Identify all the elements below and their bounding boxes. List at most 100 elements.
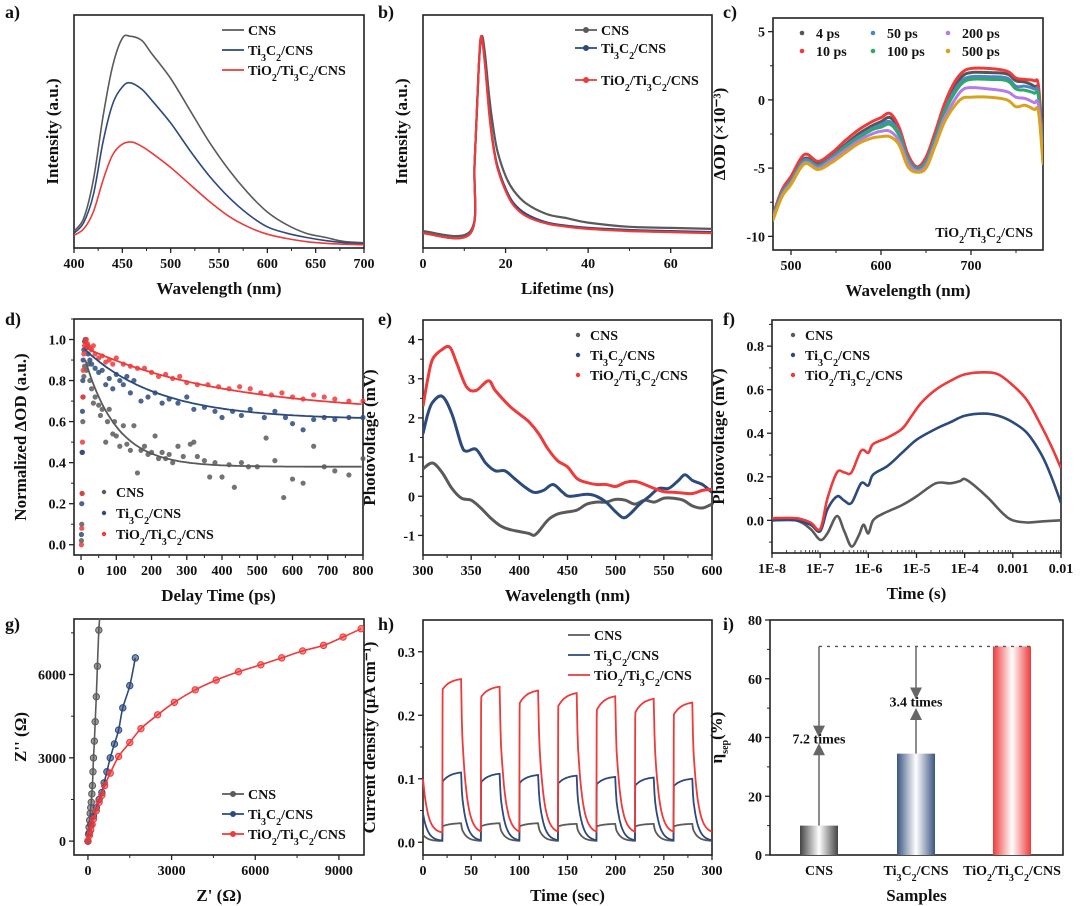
series-line-ti3c2-cns <box>422 771 713 842</box>
legend-marker <box>583 77 589 83</box>
data-point <box>78 531 85 538</box>
data-point <box>114 752 123 761</box>
data-point <box>117 377 123 384</box>
data-point <box>212 408 218 414</box>
legend-item: CNS <box>575 24 629 39</box>
series-line-tio2-ti3c2-cns <box>772 371 1061 532</box>
x-tick-label: 40 <box>581 257 595 272</box>
series-line-ti3c2-cns <box>423 35 712 240</box>
series-500-ps <box>773 95 1043 222</box>
panel-label: b) <box>378 2 394 23</box>
x-tick-label: 550 <box>653 564 674 579</box>
legend-item: TiO2/Ti3C2/CNS <box>790 369 903 389</box>
x-category-label: Ti3C2/CNS <box>883 864 948 884</box>
panel-label: c) <box>723 2 737 23</box>
x-tick-label: 0.01 <box>1049 562 1074 577</box>
series-line-tio2-ti3c2-cns <box>423 35 712 240</box>
legend-marker <box>101 489 107 495</box>
legend-item: CNS <box>790 329 833 344</box>
x-tick-label: 200 <box>605 864 626 879</box>
series-line-cns <box>74 34 364 244</box>
y-tick-label: 0.1 <box>398 773 416 788</box>
x-tick-label: 1E-7 <box>806 562 834 577</box>
data-point <box>170 698 179 706</box>
x-axis-label: Wavelength (nm) <box>505 586 630 605</box>
legend-item: CNS <box>568 629 622 644</box>
legend-marker <box>790 352 796 358</box>
data-point <box>184 394 190 400</box>
legend-marker <box>870 30 876 36</box>
legend-item: 500 ps <box>945 45 1000 60</box>
x-tick-label: 0 <box>420 864 427 879</box>
legend-item: CNS <box>575 329 618 344</box>
y-tick-label: 6000 <box>38 669 66 684</box>
data-point <box>191 439 197 445</box>
data-point <box>80 357 86 363</box>
data-point <box>126 681 134 690</box>
data-point <box>138 398 144 404</box>
data-point <box>289 476 296 482</box>
x-tick-label: 550 <box>209 257 230 272</box>
legend-label: Ti3C2/CNS <box>248 44 313 64</box>
legend-marker <box>575 332 581 338</box>
legend-marker <box>230 831 236 837</box>
legend-label: TiO2/Ti3C2/CNS <box>805 369 903 389</box>
y-tick-label: 20 <box>748 790 762 805</box>
x-tick-label: 1E-6 <box>854 562 882 577</box>
y-tick-label: 0.2 <box>398 709 416 724</box>
legend-item: Ti3C2/CNS <box>222 808 313 828</box>
legend: TiO2/Ti3C2/CNS <box>575 74 699 94</box>
data-point <box>272 408 278 414</box>
data-point <box>89 386 95 392</box>
y-axis-label: Intensity (a.u.) <box>43 78 62 184</box>
data-point <box>339 633 347 641</box>
sample-annotation: TiO2/Ti3C2/CNS <box>935 226 1033 246</box>
data-point <box>360 414 366 421</box>
plot-frame <box>73 618 365 856</box>
data-point <box>311 416 317 423</box>
legend-marker <box>583 45 589 51</box>
legend-marker <box>230 791 236 797</box>
data-point <box>201 458 208 464</box>
legend-label: 200 ps <box>962 27 1000 42</box>
data-point <box>300 480 306 486</box>
plot-area <box>423 344 712 537</box>
data-point <box>79 449 85 455</box>
y-tick-label: 1.0 <box>49 334 67 349</box>
legend-item: CNS <box>101 486 144 501</box>
data-point <box>300 427 306 433</box>
x-axis-label: Time (s) <box>887 584 947 603</box>
data-point <box>88 790 96 798</box>
series-line-cns <box>422 822 713 842</box>
bar-tio2-ti3c2-cns <box>993 646 1031 855</box>
x-tick-label: 600 <box>871 259 892 274</box>
data-point <box>106 375 112 382</box>
data-point <box>88 781 97 790</box>
data-point <box>119 704 127 712</box>
data-point <box>110 740 119 748</box>
x-tick-label: 600 <box>282 564 303 579</box>
data-point <box>261 414 267 421</box>
data-point <box>78 542 85 548</box>
y-tick-label: 0.3 <box>398 646 416 661</box>
y-tick-label: 0.4 <box>747 427 765 442</box>
data-point <box>127 390 133 396</box>
data-point <box>80 377 86 384</box>
data-point <box>79 490 85 497</box>
fit-curve <box>84 349 362 419</box>
panel-label: a) <box>5 2 20 23</box>
data-point <box>234 668 243 676</box>
data-point <box>134 470 141 476</box>
x-tick-label: 1E-8 <box>758 562 786 577</box>
x-tick-label: 450 <box>112 257 133 272</box>
legend-marker <box>945 48 951 54</box>
legend-marker <box>799 30 805 36</box>
data-point <box>97 610 103 616</box>
x-tick-label: 60 <box>664 257 678 272</box>
data-point <box>237 384 243 390</box>
x-category-label: CNS <box>805 864 833 879</box>
y-tick-label: 0.6 <box>747 384 765 399</box>
data-point <box>95 626 103 634</box>
legend-label: TiO2/Ti3C2/CNS <box>248 64 346 84</box>
data-point <box>289 421 296 427</box>
